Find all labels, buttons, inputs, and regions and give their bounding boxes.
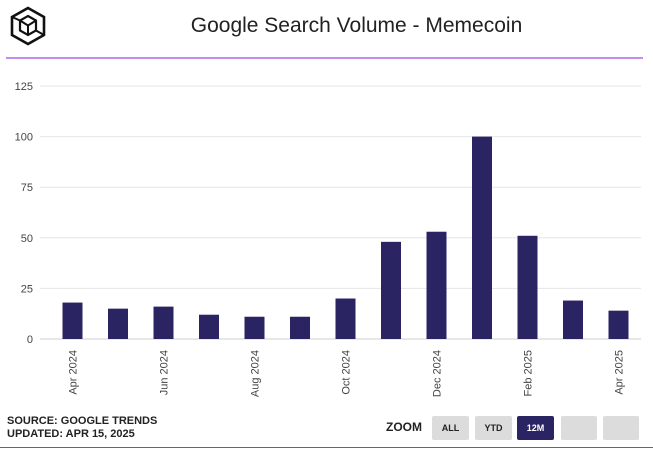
source-text: SOURCE: GOOGLE TRENDS [7,415,158,427]
bottom-divider [0,447,653,448]
x-tick-label: Apr 2024 [68,350,80,395]
bar [153,306,174,339]
y-axis-ticks: 0 25 50 75 100 125 [15,81,33,346]
bar [62,302,83,339]
title-divider [6,57,643,59]
bar [381,241,401,339]
y-tick-label: 50 [21,233,33,245]
bar [563,300,583,339]
bar [108,308,128,339]
x-axis-ticks: Apr 2024 Jun 2024 Aug 2024 Oct 2024 Dec 2024… [68,350,626,397]
bar [244,316,265,339]
source-note: SOURCE: GOOGLE TRENDS UPDATED: APR 15, 2… [7,415,157,441]
zoom-all-button[interactable]: ALL [432,416,469,440]
x-tick-label: Apr 2025 [614,350,626,395]
bar [426,231,447,339]
updated-text: UPDATED: APR 15, 2025 [7,428,135,440]
y-tick-label: 75 [21,182,33,194]
bar [290,316,310,339]
x-tick-label: Aug 2024 [250,350,262,397]
bar-chart: 0 25 50 75 100 125 Apr 2024 Jun 2024 Aug 2024 Oc… [15,81,641,397]
zoom-blank-button[interactable] [603,416,639,440]
bar [199,314,219,339]
x-tick-label: Oct 2024 [341,350,353,395]
zoom-label: ZOOM [386,420,422,434]
y-tick-label: 125 [15,81,33,93]
y-tick-label: 0 [27,334,33,346]
logo-icon [10,6,46,46]
bar [335,298,356,339]
y-tick-label: 100 [15,132,33,144]
zoom-blank-button[interactable] [561,416,597,440]
x-tick-label: Jun 2024 [159,350,171,395]
gridlines [40,85,641,340]
zoom-12m-button[interactable]: 12M [517,416,554,440]
chart-title: Google Search Volume - Memecoin [190,14,523,37]
x-tick-label: Dec 2024 [432,350,444,397]
bar [472,136,492,339]
bar [517,235,538,339]
x-tick-label: Feb 2025 [523,350,535,396]
bars [62,136,629,339]
zoom-ytd-button[interactable]: YTD [475,416,512,440]
y-tick-label: 25 [21,283,33,295]
bar [608,310,629,339]
